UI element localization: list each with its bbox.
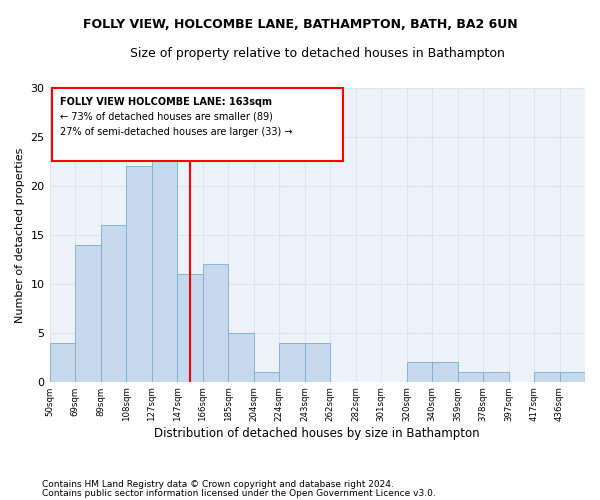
- X-axis label: Distribution of detached houses by size in Bathampton: Distribution of detached houses by size …: [154, 427, 480, 440]
- Text: FOLLY VIEW HOLCOMBE LANE: 163sqm: FOLLY VIEW HOLCOMBE LANE: 163sqm: [59, 97, 272, 107]
- Bar: [126, 166, 152, 382]
- Title: Size of property relative to detached houses in Bathampton: Size of property relative to detached ho…: [130, 48, 505, 60]
- Text: ← 73% of detached houses are smaller (89): ← 73% of detached houses are smaller (89…: [59, 112, 272, 122]
- Bar: [152, 147, 177, 382]
- Bar: [75, 244, 101, 382]
- Bar: [254, 372, 279, 382]
- Y-axis label: Number of detached properties: Number of detached properties: [15, 147, 25, 322]
- Bar: [432, 362, 458, 382]
- Bar: [483, 372, 509, 382]
- Text: 27% of semi-detached houses are larger (33) →: 27% of semi-detached houses are larger (…: [59, 127, 292, 137]
- Bar: [101, 225, 126, 382]
- Bar: [228, 333, 254, 382]
- Bar: [279, 342, 305, 382]
- Text: Contains HM Land Registry data © Crown copyright and database right 2024.: Contains HM Land Registry data © Crown c…: [42, 480, 394, 489]
- Bar: [203, 264, 228, 382]
- Bar: [50, 342, 75, 382]
- Text: FOLLY VIEW, HOLCOMBE LANE, BATHAMPTON, BATH, BA2 6UN: FOLLY VIEW, HOLCOMBE LANE, BATHAMPTON, B…: [83, 18, 517, 30]
- Bar: [407, 362, 432, 382]
- FancyBboxPatch shape: [52, 88, 343, 162]
- Bar: [458, 372, 483, 382]
- Bar: [177, 274, 203, 382]
- Bar: [560, 372, 585, 382]
- Bar: [534, 372, 560, 382]
- Bar: [305, 342, 330, 382]
- Text: Contains public sector information licensed under the Open Government Licence v3: Contains public sector information licen…: [42, 488, 436, 498]
